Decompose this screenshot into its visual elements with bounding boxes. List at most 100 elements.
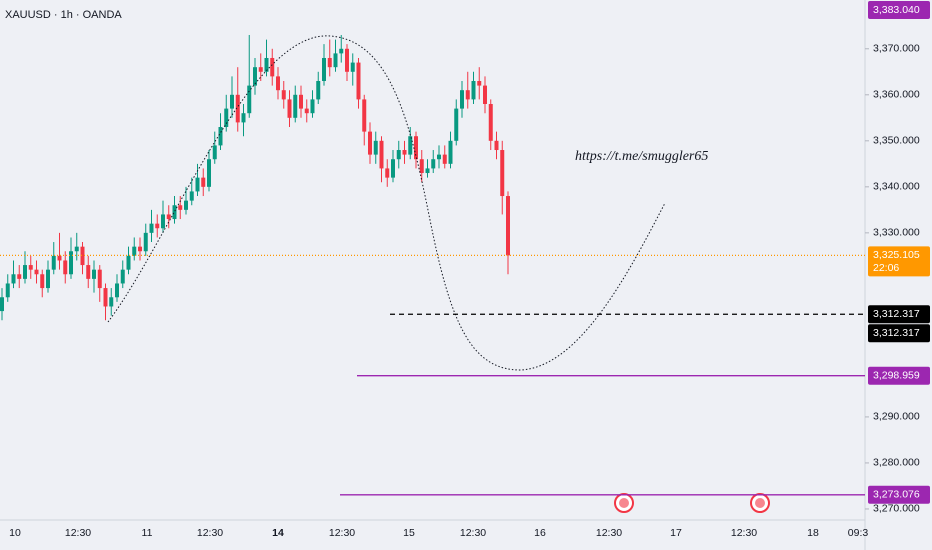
candle-body	[132, 246, 137, 256]
candle-body	[442, 154, 447, 164]
candle-body	[448, 140, 453, 164]
price-label-box	[868, 485, 930, 504]
candle-body	[431, 159, 436, 169]
candle-body	[460, 90, 464, 109]
x-tick-label: 12:30	[731, 527, 757, 539]
x-tick-label: 11	[142, 527, 153, 539]
candle-body	[322, 57, 326, 81]
plot-area	[0, 34, 510, 321]
candle-body	[201, 177, 206, 187]
candle-body	[483, 85, 487, 104]
candle-body	[373, 140, 378, 155]
y-tick-label: 3,290.000	[873, 411, 920, 423]
candle-body	[92, 269, 96, 279]
candle-body	[69, 251, 73, 275]
candle-body	[126, 255, 131, 270]
candle-body	[97, 269, 102, 289]
candle-body	[316, 80, 321, 100]
price-label-box	[868, 366, 930, 385]
candle-body	[368, 131, 372, 155]
candle-body	[57, 255, 62, 261]
candle-body	[500, 150, 505, 197]
y-tick-label: 3,370.000	[873, 43, 920, 55]
candle-body	[304, 108, 309, 114]
candle-body	[408, 136, 413, 155]
candle-body	[362, 99, 367, 132]
candle-body	[396, 150, 401, 160]
candle-body	[86, 265, 91, 279]
x-tick-label: 12:30	[596, 527, 622, 539]
y-tick-label: 3,350.000	[873, 135, 920, 147]
candle-body	[51, 255, 56, 270]
candle-body	[264, 57, 269, 72]
candle-body	[34, 269, 39, 275]
candle-body	[40, 274, 45, 289]
x-tick-label: 17	[670, 527, 682, 539]
y-tick-label: 3,280.000	[873, 457, 920, 469]
candle-body	[241, 113, 246, 123]
event-icon[interactable]	[750, 493, 770, 513]
candle-body	[327, 57, 332, 68]
price-label-box	[868, 305, 930, 324]
candle-body	[454, 108, 459, 141]
candle-body	[281, 90, 286, 100]
candle-body	[189, 191, 194, 201]
candle-body	[425, 168, 430, 174]
candle-body	[178, 205, 183, 210]
price-label-box	[868, 324, 930, 343]
candle-body	[23, 265, 27, 279]
candle-body	[258, 67, 263, 72]
candle-body	[0, 297, 4, 312]
candle-body	[350, 62, 355, 72]
candle-body	[230, 94, 234, 109]
candle-body	[253, 67, 257, 86]
candle-body	[138, 246, 142, 252]
candle-body	[506, 196, 510, 256]
candle-body	[120, 269, 125, 284]
candle-body	[414, 136, 418, 160]
candle-body	[391, 159, 395, 178]
candle-body	[477, 80, 482, 86]
candle-body	[310, 99, 315, 114]
x-tick-label: 18	[807, 527, 819, 539]
candle-body	[287, 99, 292, 118]
price-label: 3,383.040	[873, 4, 920, 16]
candle-body	[385, 168, 390, 178]
candle-body	[195, 177, 200, 192]
price-label-box	[868, 246, 930, 277]
candle-body	[218, 127, 223, 146]
candle-body	[80, 246, 85, 266]
candle-body	[235, 94, 240, 123]
price-label-box	[868, 1, 930, 19]
candle-body	[184, 200, 188, 210]
candle-body	[161, 214, 165, 229]
candle-body	[247, 85, 252, 114]
event-icon[interactable]	[614, 493, 634, 513]
candle-body	[224, 108, 229, 128]
countdown: 22:06	[873, 262, 899, 274]
candle-body	[333, 53, 338, 68]
y-tick-label: 3,270.000	[873, 503, 920, 515]
candle-body	[270, 57, 275, 77]
y-tick-label: 3,340.000	[873, 181, 920, 193]
symbol-title: XAUUSD · 1h · OANDA	[5, 9, 122, 21]
candle-body	[166, 214, 171, 220]
candle-body	[494, 140, 499, 151]
candle-body	[419, 159, 424, 174]
candle-body	[5, 283, 10, 298]
candle-body	[172, 205, 177, 220]
candle-body	[356, 62, 361, 100]
candle-body	[345, 48, 349, 72]
candle-body	[293, 94, 298, 118]
candle-body	[155, 223, 160, 229]
candle-body	[109, 297, 114, 307]
candle-body	[149, 223, 154, 233]
price-label: 3,273.076	[873, 489, 920, 501]
price-label: 3,312.317	[873, 308, 920, 320]
candle-body	[465, 90, 470, 100]
projection-curve	[107, 35, 666, 371]
candle-body	[63, 260, 68, 275]
